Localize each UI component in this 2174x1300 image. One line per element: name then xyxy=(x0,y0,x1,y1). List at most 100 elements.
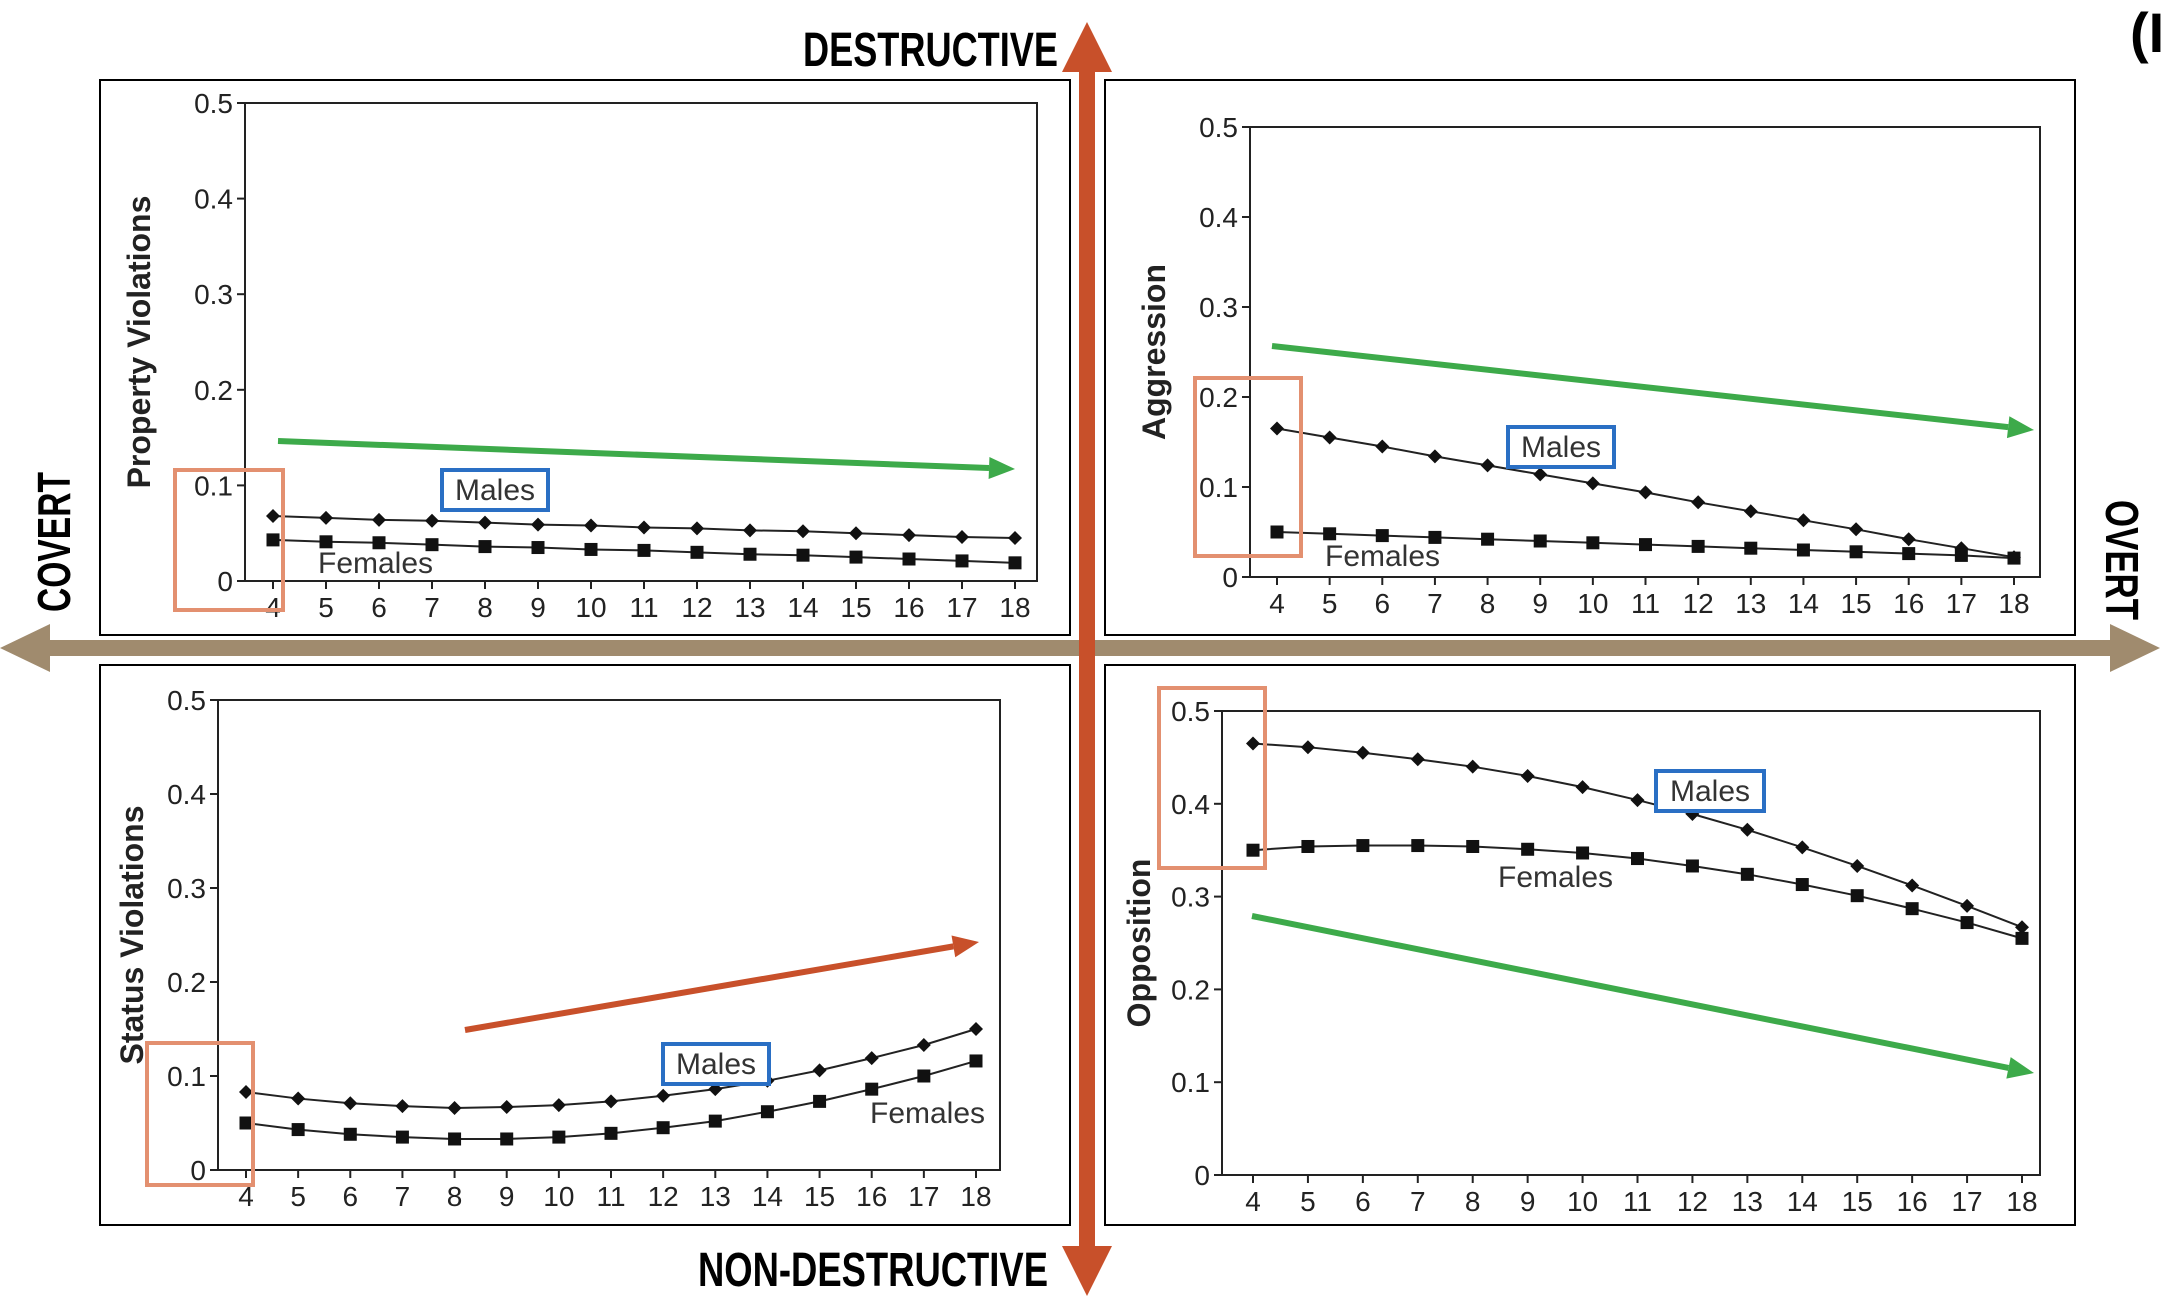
point-females xyxy=(955,554,969,568)
plot-area xyxy=(217,699,1001,1171)
point-males xyxy=(1960,898,1975,913)
point-males xyxy=(637,520,651,535)
point-females xyxy=(1849,545,1863,559)
x-tick-label: 9 xyxy=(530,592,546,623)
chart-bottom-right: 0 0.1 0.2 0.3 0.4 0.5 4 5 6 7 8 9 10 11 12 13 14 15 16 17 18… xyxy=(1121,686,2041,1217)
point-females xyxy=(1270,525,1284,539)
point-males xyxy=(319,510,333,525)
x-tick-label: 6 xyxy=(371,592,387,623)
plot-area xyxy=(1221,710,2041,1176)
chart-bottom-left: 0 0.1 0.2 0.3 0.4 0.5 4 5 6 7 8 9 10 11 12 13 14 15 16 17 18… xyxy=(114,685,1001,1212)
males-label-box xyxy=(661,1042,771,1086)
point-males xyxy=(1795,840,1810,855)
chart-top-right: 0 0.1 0.2 0.3 0.4 0.5 4 5 6 7 8 9 10 11 12 13 14 15 16 17 18… xyxy=(1136,112,2041,619)
start-highlight-box xyxy=(1157,686,1267,870)
point-females xyxy=(1466,839,1480,853)
x-tick-label: 7 xyxy=(395,1181,411,1212)
x-tick-label: 17 xyxy=(946,592,977,623)
x-tick-label: 16 xyxy=(1897,1186,1928,1217)
point-females xyxy=(1796,543,1810,557)
x-tick-label: 8 xyxy=(1465,1186,1481,1217)
point-males xyxy=(584,518,598,533)
point-females xyxy=(1905,902,1919,916)
y-tick-label: 0.4 xyxy=(1171,789,1210,820)
point-males xyxy=(1410,752,1425,767)
point-females xyxy=(690,545,704,559)
start-highlight-box xyxy=(1193,376,1303,558)
point-females xyxy=(266,533,280,547)
x-tick-label: 12 xyxy=(681,592,712,623)
plot-area xyxy=(1249,126,2041,578)
point-females xyxy=(1008,556,1022,570)
x-tick-label: 5 xyxy=(318,592,334,623)
point-males xyxy=(372,512,386,527)
point-males xyxy=(656,1088,671,1103)
point-females xyxy=(796,548,810,562)
point-males xyxy=(1355,745,1370,760)
point-males xyxy=(1630,793,1645,808)
point-males xyxy=(1465,759,1480,774)
series-line-males xyxy=(1252,742,2023,929)
point-males xyxy=(291,1091,306,1106)
point-females xyxy=(531,541,545,555)
x-tick-label: 4 xyxy=(1269,588,1285,619)
point-males xyxy=(849,526,863,541)
point-females xyxy=(1533,534,1547,548)
point-males xyxy=(1585,476,1600,491)
y-tick-label: 0.3 xyxy=(1199,292,1238,323)
females-label: Females xyxy=(1498,861,1613,894)
point-females xyxy=(604,1126,618,1140)
x-tick-label: 6 xyxy=(1374,588,1390,619)
point-males xyxy=(1427,449,1442,464)
point-females xyxy=(917,1069,931,1083)
x-tick-label: 7 xyxy=(1410,1186,1426,1217)
point-females xyxy=(2007,551,2021,565)
x-tick-label: 13 xyxy=(700,1181,731,1212)
point-females xyxy=(372,536,386,550)
point-males xyxy=(478,515,492,530)
x-tick-label: 17 xyxy=(1951,1186,1982,1217)
y-tick-label: 0.2 xyxy=(1199,382,1238,413)
point-females xyxy=(343,1127,357,1141)
point-males xyxy=(743,523,757,538)
chart-top-left: 0 0.1 0.2 0.3 0.4 0.5 4 5 6 7 8 9 10 11 12 13 14 15 16 17 18… xyxy=(121,88,1038,623)
charts-layer: 0 0.1 0.2 0.3 0.4 0.5 4 5 6 7 8 9 10 11 12 13 14 15 16 17 18… xyxy=(114,88,2041,1217)
y-tick-label: 0.5 xyxy=(167,685,206,716)
x-tick-label: 12 xyxy=(1683,588,1714,619)
point-females xyxy=(637,543,651,557)
y-tick-label: 0.4 xyxy=(167,779,206,810)
point-males xyxy=(1322,430,1337,445)
females-label: Females xyxy=(1325,540,1440,573)
x-tick-label: 4 xyxy=(238,1181,254,1212)
y-tick-label: 0.4 xyxy=(1199,202,1238,233)
y-axis-label: Property Violations xyxy=(121,196,157,489)
point-females xyxy=(1576,846,1590,860)
panel-frame-property-violations xyxy=(99,79,1071,636)
males-label-box xyxy=(1506,425,1616,469)
x-tick-label: 14 xyxy=(1787,1186,1818,1217)
males-label-box xyxy=(1654,769,1766,813)
point-males xyxy=(239,1084,253,1099)
label-non-destructive: NON-DESTRUCTIVE xyxy=(698,1244,1048,1297)
point-females xyxy=(478,540,492,554)
point-females xyxy=(1795,878,1809,892)
y-tick-label: 0.1 xyxy=(1171,1067,1210,1098)
x-tick-label: 15 xyxy=(1842,1186,1873,1217)
x-tick-label: 18 xyxy=(1998,588,2029,619)
y-tick-label: 0.4 xyxy=(194,184,233,215)
label-covert: COVERT xyxy=(28,472,80,612)
point-females xyxy=(1301,839,1315,853)
point-females xyxy=(1323,527,1337,541)
trend-arrow-line xyxy=(464,943,954,1033)
point-males xyxy=(499,1100,514,1115)
y-tick-label: 0 xyxy=(190,1155,206,1186)
x-tick-label: 6 xyxy=(1355,1186,1371,1217)
males-label: Males xyxy=(1670,775,1750,808)
point-females xyxy=(1356,839,1370,853)
x-tick-label: 8 xyxy=(477,592,493,623)
point-females xyxy=(865,1082,879,1096)
y-tick-label: 0.1 xyxy=(194,470,233,501)
x-tick-label: 16 xyxy=(1893,588,1924,619)
point-males xyxy=(266,508,280,523)
